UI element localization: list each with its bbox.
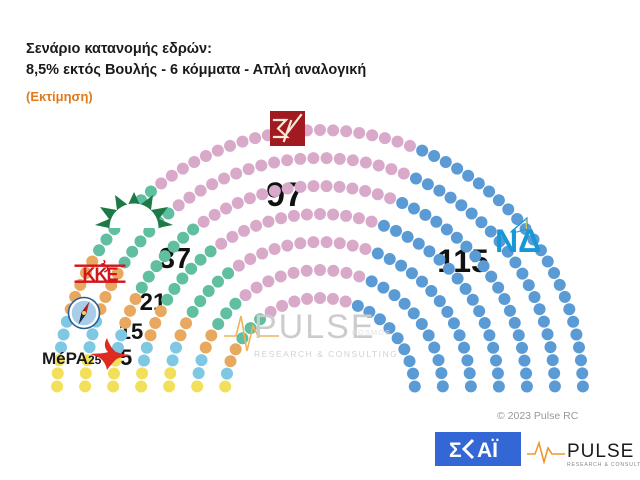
svg-text:ΝΔ: ΝΔ [495, 223, 541, 256]
svg-text:RESEARCH & CONSULTING: RESEARCH & CONSULTING [567, 462, 640, 468]
svg-text:PULSE: PULSE [254, 308, 376, 346]
svg-text:RESEARCH & CONSULTING: RESEARCH & CONSULTING [254, 349, 398, 359]
svg-text:Σ: Σ [449, 439, 462, 462]
svg-text:ΑΪ: ΑΪ [477, 439, 499, 462]
svg-text:KKE: KKE [82, 265, 118, 285]
svg-text:PULSE: PULSE [567, 441, 634, 462]
svg-text:KOSMOS: KOSMOS [352, 328, 391, 337]
